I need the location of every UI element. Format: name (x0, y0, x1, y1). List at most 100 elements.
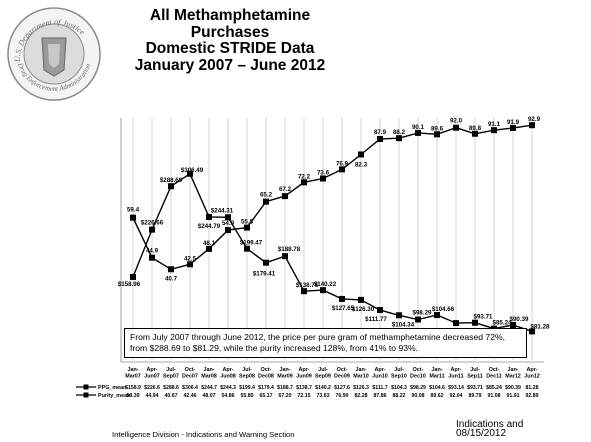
table-cell-Purity_mean-3: 42.46 (184, 393, 197, 399)
table-cell-PPG_mean-0: $158.9 (125, 385, 141, 391)
table-cell-PPG_mean-19: $85.24 (486, 385, 502, 391)
table-cell-Purity_mean-5: 54.86 (222, 393, 235, 399)
x-tick-label-1: Apr-Jun07 (144, 367, 160, 380)
table-cell-Purity_mean-18: 89.79 (469, 393, 482, 399)
data-label-Purity_mean-10: 73.6 (317, 169, 330, 176)
data-label-Purity_mean-2: 40.7 (165, 275, 178, 282)
series-line-PPG_mean (132, 172, 533, 333)
table-cell-PPG_mean-10: $140.2 (315, 385, 331, 391)
table-cell-PPG_mean-7: $179.4 (258, 385, 274, 391)
legend-marker-Purity_mean (83, 392, 89, 398)
table-cell-Purity_mean-10: 73.63 (317, 393, 330, 399)
x-tick-label-0: Jan-Mar07 (125, 367, 141, 380)
table-cell-Purity_mean-1: 44.94 (146, 393, 159, 399)
table-cell-PPG_mean-9: $138.7 (296, 385, 312, 391)
summary-note-line-2: from $288.69 to $81.29, while the purity… (130, 343, 419, 353)
point-Purity_mean-16 (434, 131, 440, 138)
chart-lines (132, 124, 533, 333)
data-label-Purity_mean-1: 44.9 (146, 248, 159, 255)
table-cell-Purity_mean-0: 59.39 (127, 393, 140, 399)
point-Purity_mean-21 (529, 122, 535, 129)
data-label-PPG_mean-9: $138.76 (296, 282, 319, 289)
data-label-PPG_mean-21: $81.28 (531, 323, 550, 330)
table-cell-Purity_mean-8: 67.20 (279, 393, 292, 399)
x-tick-label-19: Oct-Dec11 (486, 367, 502, 380)
x-tick-label-18: Jul-Sep11 (467, 367, 483, 380)
footer-section-label: Intelligence Division - Indications and … (112, 430, 295, 439)
table-cell-PPG_mean-11: $127.6 (334, 385, 350, 391)
data-label-PPG_mean-19: $85.24 (493, 320, 512, 327)
table-cell-Purity_mean-6: 55.80 (241, 393, 254, 399)
data-label-Purity_mean-12: 82.3 (355, 161, 368, 168)
x-tick-label-6: Jul-Sep08 (239, 367, 255, 380)
data-label-Purity_mean-4: 48.1 (203, 240, 216, 247)
point-PPG_mean-9 (301, 288, 307, 295)
point-PPG_mean-6 (244, 245, 250, 252)
point-Purity_mean-0 (130, 214, 136, 221)
x-tick-label-16: Jan-Mar11 (429, 367, 444, 380)
chart-data-labels: $158.96 $226.66 $288.69 $306.49 $244.79 $244.… (118, 116, 550, 336)
data-label-Purity_mean-5: 54.9 (222, 220, 235, 227)
x-tick-label-21: Apr-Jun12 (524, 367, 540, 380)
x-tick-label-12: Jan-Mar10 (353, 367, 369, 380)
data-label-Purity_mean-11: 76.9 (336, 160, 349, 167)
point-Purity_mean-7 (263, 198, 269, 205)
chart-data-table: Jan-Mar07Apr-Jun07Jul-Sep07Oct-Dec07Jan-… (76, 367, 540, 399)
point-Purity_mean-15 (415, 129, 421, 136)
data-label-Purity_mean-7: 65.2 (260, 192, 273, 199)
table-cell-PPG_mean-18: $93.71 (467, 385, 483, 391)
data-label-PPG_mean-16: $104.66 (432, 306, 455, 313)
x-tick-label-13: Apr-Jun10 (372, 367, 388, 380)
table-cell-Purity_mean-4: 48.07 (203, 393, 216, 399)
table-cell-PPG_mean-1: $226.6 (144, 385, 160, 391)
x-tick-label-4: Jan-Mar08 (201, 367, 217, 380)
table-cell-PPG_mean-14: $104.3 (391, 385, 407, 391)
data-label-PPG_mean-6: $199.47 (240, 240, 263, 247)
data-label-Purity_mean-15: 90.1 (412, 124, 425, 131)
data-label-Purity_mean-20: 91.9 (507, 119, 520, 126)
data-label-PPG_mean-15: $98.29 (413, 309, 432, 316)
table-cell-Purity_mean-20: 91.91 (507, 393, 520, 399)
data-label-Purity_mean-9: 72.2 (298, 173, 311, 180)
x-tick-label-10: Jul-Sep09 (315, 367, 331, 380)
point-PPG_mean-5 (225, 214, 231, 221)
table-cell-Purity_mean-19: 91.08 (488, 393, 501, 399)
x-tick-label-17: Apr-Jun11 (448, 367, 463, 380)
point-Purity_mean-9 (301, 179, 307, 186)
data-label-PPG_mean-1: $226.66 (141, 220, 164, 227)
point-Purity_mean-4 (206, 245, 212, 252)
data-label-PPG_mean-7: $179.41 (253, 271, 276, 278)
data-label-PPG_mean-14: $104.34 (392, 321, 415, 328)
data-label-Purity_mean-6: 55.8 (241, 219, 254, 226)
legend-marker-PPG_mean (83, 384, 89, 390)
x-tick-label-7: Oct-Dec08 (258, 367, 274, 380)
point-Purity_mean-6 (244, 224, 250, 231)
point-Purity_mean-2 (168, 266, 174, 273)
point-PPG_mean-18 (472, 319, 478, 326)
data-label-Purity_mean-3: 42.5 (184, 255, 197, 262)
x-tick-label-2: Jul-Sep07 (163, 367, 179, 380)
point-Purity_mean-8 (282, 193, 288, 200)
point-Purity_mean-5 (225, 227, 231, 234)
data-label-Purity_mean-18: 89.8 (469, 125, 482, 132)
point-PPG_mean-10 (320, 287, 326, 294)
series-line-Purity_mean (132, 124, 533, 271)
x-tick-label-20: Jan-Mar12 (505, 367, 521, 380)
data-label-Purity_mean-0: 59.4 (127, 207, 140, 214)
data-label-Purity_mean-21: 92.9 (528, 116, 541, 123)
x-tick-label-14: Jul-Sep10 (391, 367, 407, 380)
x-tick-label-15: Oct-Dec10 (410, 367, 426, 380)
table-cell-Purity_mean-9: 72.15 (298, 393, 311, 399)
table-cell-Purity_mean-13: 87.86 (374, 393, 387, 399)
table-cell-Purity_mean-17: 92.04 (450, 393, 463, 399)
point-PPG_mean-11 (339, 295, 345, 302)
point-PPG_mean-16 (434, 312, 440, 319)
point-Purity_mean-11 (339, 166, 345, 173)
legend-label-Purity_mean: Purity_mean (98, 393, 130, 399)
x-tick-label-5: Apr-Jun08 (220, 367, 236, 380)
data-label-PPG_mean-12: $126.30 (352, 306, 375, 313)
table-cell-Purity_mean-21: 92.89 (526, 393, 539, 399)
x-tick-label-9: Apr-Jun09 (296, 367, 312, 380)
point-Purity_mean-12 (358, 151, 364, 158)
